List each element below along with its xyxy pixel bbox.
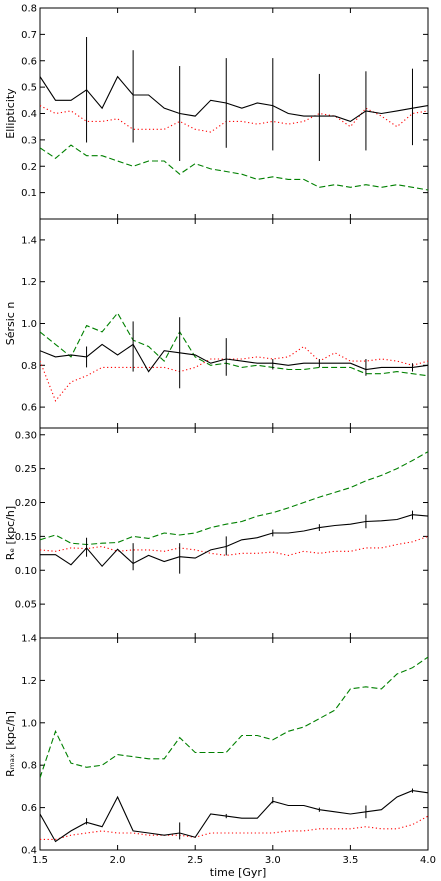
solid-series-line: [40, 790, 428, 843]
panel-1: 0.1 0.2 0.3 0.4 0.5 0.6 0.7 0.8 Ellipticity: [4, 4, 429, 220]
x-tick-label: 3.5: [342, 855, 358, 866]
x-tick-label: 4.0: [420, 855, 436, 866]
x-tick-label: 2.5: [187, 855, 203, 866]
y-tick-label: 0.05: [15, 600, 37, 611]
y-tick-label: 0.8: [21, 761, 37, 772]
y-tick-label: 0.25: [15, 464, 37, 475]
solid-series-line: [40, 343, 428, 373]
y-tick-label: 1.4: [21, 235, 37, 246]
y-axis-label: Sérsic n: [4, 302, 17, 346]
y-tick-label: 0.20: [15, 498, 37, 509]
y-axis-label: Ellipticity: [4, 88, 17, 139]
panel-2: 0.6 0.8 1.0 1.2 1.4 Sérsic n: [4, 218, 429, 429]
x-tick-label: 3.0: [265, 855, 281, 866]
dotted-series-line: [40, 815, 428, 840]
y-tick-label: 0.3: [21, 135, 37, 146]
panels: 0.10.20.30.40.50.60.70.8Ellipticity0.60.…: [4, 4, 436, 867]
x-axis-label: time [Gyr]: [210, 866, 267, 879]
dotted-series-line: [40, 345, 428, 402]
y-tick-label: 0.8: [21, 4, 37, 15]
y-tick-label: 0.6: [21, 403, 37, 414]
dashed-series-line: [40, 656, 428, 779]
x-tick-label: 1.5: [32, 855, 48, 866]
dashed-series-line: [40, 312, 428, 377]
y-tick-label: 0.15: [15, 532, 37, 543]
y-tick-label: 1.2: [21, 277, 37, 288]
y-tick-label: 0.30: [15, 430, 37, 441]
y-tick-label: 0.4: [21, 109, 37, 120]
solid-series-line: [40, 75, 428, 123]
y-tick-label: 0.1: [21, 188, 37, 199]
y-axis-label: Rₘₐₓ [kpc/h]: [4, 711, 17, 777]
y-tick-label: 0.5: [21, 83, 37, 94]
solid-series-line: [40, 514, 428, 568]
y-tick-label: 0.10: [15, 566, 37, 577]
y-tick-label: 0.7: [21, 30, 37, 41]
y-tick-label: 0.6: [21, 56, 37, 67]
y-tick-label: 1.0: [21, 718, 37, 729]
y-axis-label: Rₑ [kpc/h]: [4, 506, 17, 560]
y-tick-label: 0.6: [21, 803, 37, 814]
y-tick-label: 1.0: [21, 319, 37, 330]
dashed-series-line: [40, 144, 428, 191]
plot-frame: [39, 637, 429, 851]
plot-frame: [39, 7, 429, 220]
dotted-series-line: [40, 535, 428, 556]
dashed-series-line: [40, 451, 428, 546]
panel-3: 0.05 0.10 0.15 0.20 0.25 0.30 Rₑ [kpc/h]: [4, 427, 429, 639]
y-tick-label: 0.4: [21, 846, 37, 857]
x-tick-label: 2.0: [110, 855, 126, 866]
y-tick-label: 1.2: [21, 676, 37, 687]
y-tick-label: 0.8: [21, 361, 37, 372]
dotted-series-line: [40, 105, 428, 133]
y-tick-label: 0.2: [21, 162, 37, 173]
plot-frame: [39, 427, 429, 639]
panel-4: 0.4 0.6 0.8 1.0 1.2 1.4 1.5 2.0 2.5 3.0 3.5 4.0 Rₘₐₓ…: [4, 634, 436, 867]
y-tick-label: 1.4: [21, 634, 37, 645]
plot-frame: [39, 218, 429, 429]
